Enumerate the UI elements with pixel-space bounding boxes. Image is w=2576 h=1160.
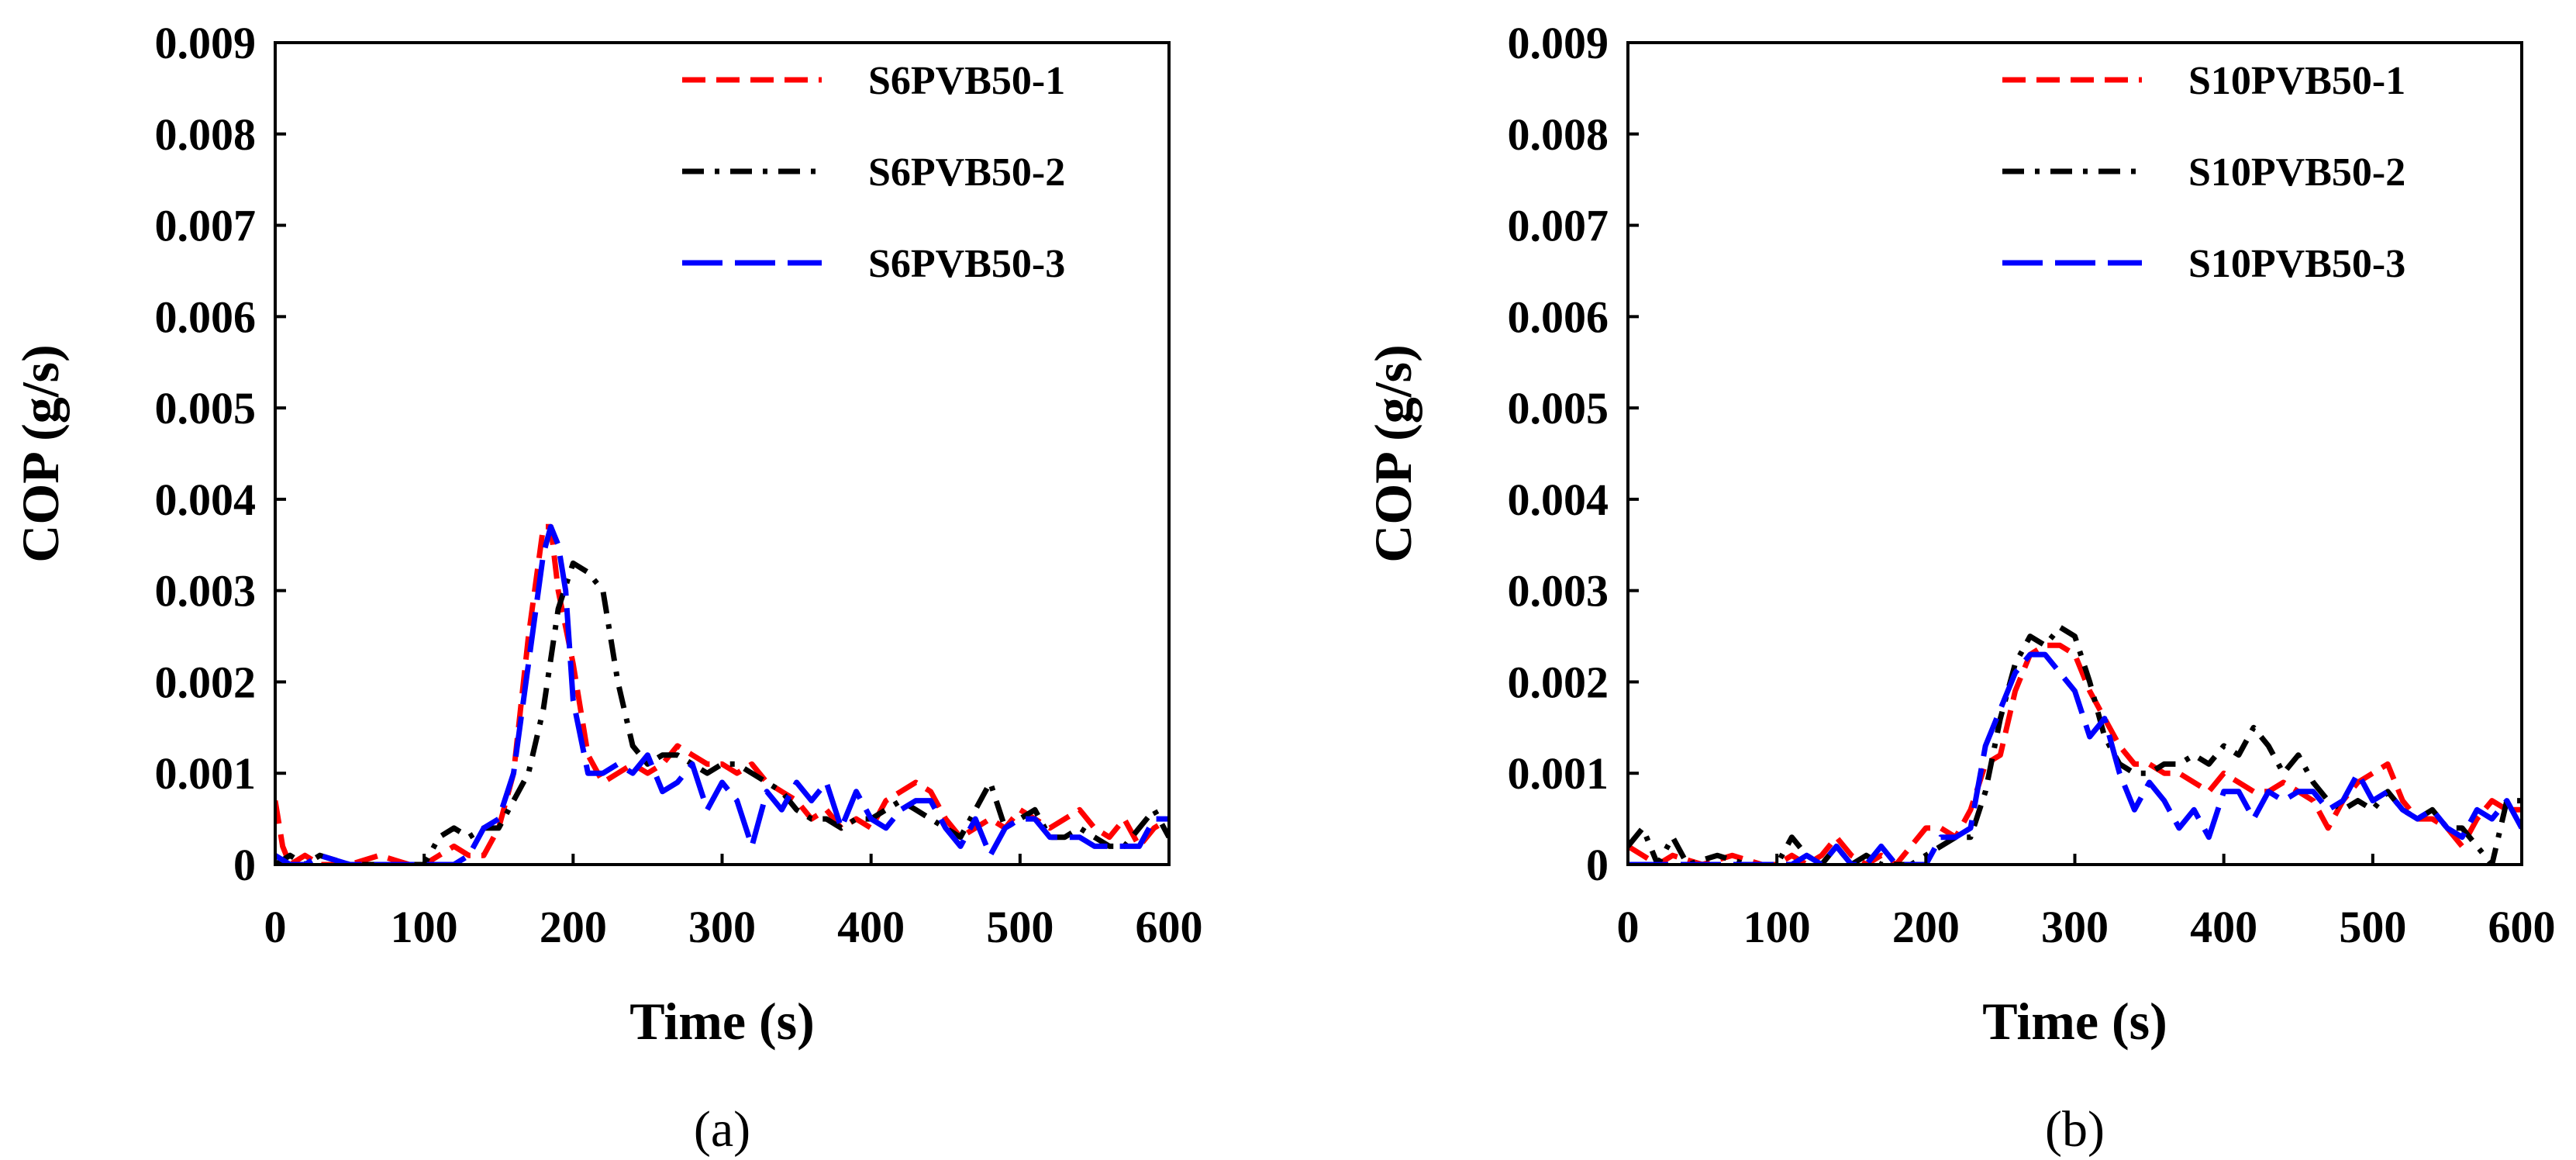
y-tick-label: 0.009	[155, 18, 257, 68]
y-tick-label: 0.003	[155, 566, 257, 616]
x-axis-title: Time (s)	[1982, 992, 2167, 1051]
legend-label: S10PVB50-2	[2188, 150, 2405, 195]
legend-label: S10PVB50-1	[2188, 59, 2405, 103]
x-tick-label: 300	[688, 902, 756, 952]
series-line-S10PVB50-2	[1628, 624, 2522, 865]
x-tick-label: 200	[540, 902, 607, 952]
chart-panel-a: 0 0.001 0.002 0.003 0.004 0.005 0.006 0.007 0.00…	[11, 18, 1203, 1158]
y-tick-label: 0.008	[155, 109, 257, 160]
legend-label: S6PVB50-2	[868, 150, 1065, 195]
x-tick-label: 0	[264, 902, 287, 952]
legend: S6PVB50-1 S6PVB50-2 S6PVB50-3	[682, 59, 1065, 286]
y-tick-label: 0.004	[155, 475, 257, 525]
x-tick-label: 600	[1136, 902, 1203, 952]
y-axis-title: COP (g/s)	[11, 344, 70, 562]
legend-label: S10PVB50-3	[2188, 242, 2405, 286]
x-tick-label: 200	[1892, 902, 1960, 952]
legend-label: S6PVB50-3	[868, 242, 1065, 286]
y-tick-label: 0.002	[1508, 657, 1609, 707]
panel-label: (a)	[694, 1101, 750, 1158]
x-axis-title: Time (s)	[629, 992, 815, 1051]
y-tick-label: 0.009	[1508, 18, 1609, 68]
y-tick-label: 0.001	[155, 748, 257, 799]
y-tick-label: 0.005	[155, 383, 257, 433]
y-axis-title: COP (g/s)	[1364, 344, 1422, 562]
y-tick-label: 0.001	[1508, 748, 1609, 799]
x-tick-label: 600	[2488, 902, 2556, 952]
series-line-S10PVB50-3	[1628, 651, 2522, 865]
x-tick-label: 400	[2190, 902, 2257, 952]
chart-panel-b: 0 0.001 0.002 0.003 0.004 0.005 0.006 0.007 0.00…	[1364, 18, 2556, 1158]
x-tick-label: 300	[2041, 902, 2109, 952]
x-tick-label: 100	[391, 902, 458, 952]
x-tick-label: 100	[1743, 902, 1811, 952]
y-tick-label: 0.007	[155, 201, 257, 251]
series-line-S6PVB50-2	[275, 560, 1169, 865]
series-line-S6PVB50-1	[275, 523, 1169, 865]
y-tick-label: 0.005	[1508, 383, 1609, 433]
x-tick-label: 0	[1617, 902, 1640, 952]
y-tick-label: 0.008	[1508, 109, 1609, 160]
y-tick-label: 0.004	[1508, 475, 1609, 525]
y-tick-label: 0.007	[1508, 201, 1609, 251]
y-tick-label: 0.002	[155, 657, 257, 707]
y-tick-label: 0.006	[155, 292, 257, 342]
y-tick-label: 0	[233, 840, 256, 890]
panel-label: (b)	[2045, 1101, 2105, 1158]
legend: S10PVB50-1 S10PVB50-2 S10PVB50-3	[2002, 59, 2405, 286]
x-tick-label: 500	[2339, 902, 2406, 952]
y-tick-label: 0.006	[1508, 292, 1609, 342]
series-line-S10PVB50-1	[1628, 642, 2522, 865]
y-tick-label: 0	[1586, 840, 1609, 890]
x-tick-label: 400	[837, 902, 905, 952]
legend-label: S6PVB50-1	[868, 59, 1065, 103]
x-tick-label: 500	[986, 902, 1054, 952]
series-group	[275, 523, 1169, 865]
series-group	[1628, 624, 2522, 865]
y-tick-label: 0.003	[1508, 566, 1609, 616]
